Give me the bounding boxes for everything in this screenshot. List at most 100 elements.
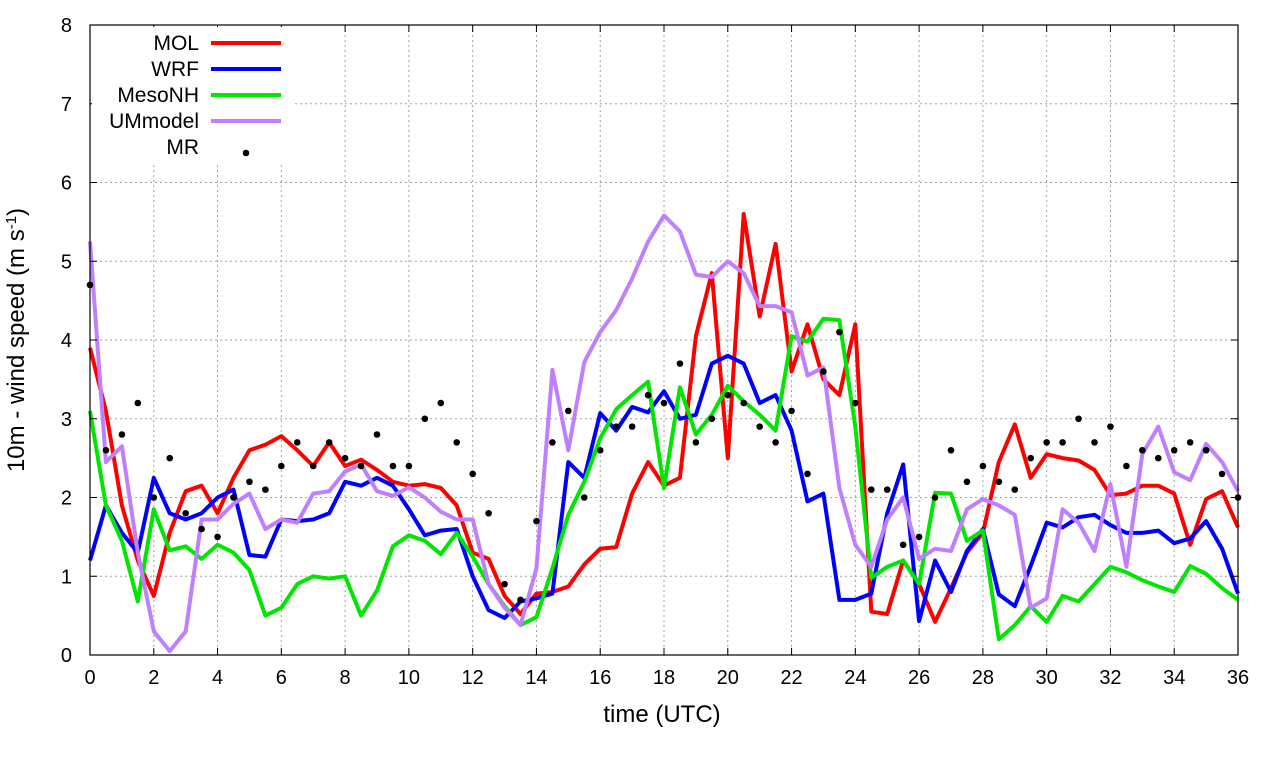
x-tick-label: 8 (340, 667, 351, 689)
data-point-mr (899, 541, 907, 549)
data-point-mr (788, 407, 795, 415)
data-point-mr (1059, 439, 1066, 446)
data-point-mr (1202, 446, 1210, 454)
y-axis-label-end: ) (3, 208, 30, 216)
data-point-mr (1027, 454, 1035, 462)
data-point-mr (708, 415, 716, 423)
y-tick-label: 7 (61, 94, 72, 116)
x-tick-label: 14 (525, 667, 547, 689)
x-tick-label: 6 (276, 667, 287, 689)
data-point-mr (756, 423, 763, 430)
data-point-mr (1154, 454, 1162, 462)
data-point-mr (772, 439, 779, 446)
data-point-mr (580, 494, 588, 501)
series-layer (86, 212, 1242, 654)
x-tick-label: 4 (212, 667, 223, 689)
data-point-mr (357, 462, 365, 470)
data-point-mr (469, 470, 476, 478)
data-point-mr (533, 517, 540, 525)
data-point-mr (947, 446, 955, 454)
data-point-mr (979, 462, 987, 470)
data-point-mr (644, 391, 652, 399)
data-point-mr (628, 423, 636, 430)
data-point-mr (453, 439, 461, 446)
y-tick-label: 6 (61, 173, 72, 195)
series-mr (86, 281, 1242, 604)
data-point-mr (166, 454, 174, 462)
data-point-mr (278, 462, 285, 470)
data-point-mr (1011, 486, 1019, 493)
data-point-mr (676, 360, 684, 367)
y-axis-label-main: 10m - wind speed (m s (3, 229, 30, 472)
data-point-mr (389, 462, 397, 470)
data-point-mr (931, 494, 939, 501)
data-point-mr (421, 415, 429, 423)
data-point-mr (134, 399, 142, 407)
series-line-ummodel (88, 213, 1240, 654)
y-tick-label: 0 (61, 645, 72, 667)
data-point-mr (1123, 462, 1130, 470)
x-tick-label: 20 (717, 667, 739, 689)
data-point-mr (804, 470, 811, 478)
data-point-mr (230, 494, 237, 501)
y-tick-label: 8 (61, 15, 72, 37)
series-line-mesonh (88, 316, 1240, 642)
data-point-mr (915, 533, 923, 541)
legend: MOL WRF MesoNH UMmodel MR (92, 27, 292, 165)
x-tick-label: 12 (462, 667, 484, 689)
y-tick-label: 3 (61, 409, 72, 431)
x-tick-label: 30 (1036, 667, 1058, 689)
x-tick-label: 32 (1099, 667, 1121, 689)
x-tick-label: 0 (84, 667, 95, 689)
data-point-mr (214, 533, 221, 541)
x-tick-label: 26 (908, 667, 930, 689)
data-point-mr (262, 486, 269, 493)
data-point-mr (517, 596, 524, 604)
y-tick-label: 5 (61, 251, 72, 273)
data-point-mr (150, 494, 158, 501)
data-point-mr (692, 439, 700, 446)
data-point-mr (995, 478, 1003, 486)
y-axis-label-sup: -1 (3, 216, 20, 229)
data-point-mr (549, 439, 556, 446)
legend-label-mol: MOL (153, 32, 199, 55)
data-point-mr (118, 431, 126, 438)
x-tick-label: 2 (148, 667, 159, 689)
legend-label-mesonh: MesoNH (117, 84, 199, 107)
data-point-mr (485, 509, 492, 517)
data-point-mr (1186, 439, 1194, 446)
data-point-mr (724, 391, 732, 399)
y-axis-label: 10m - wind speed (m s-1) (3, 208, 31, 472)
legend-label-mr: MR (166, 136, 199, 159)
data-point-mr (309, 462, 317, 470)
x-tick-label: 22 (780, 667, 802, 689)
x-tick-label: 18 (653, 667, 675, 689)
x-tick-label: 24 (844, 667, 866, 689)
data-point-mr (437, 399, 445, 407)
data-point-mr (1091, 439, 1098, 446)
data-point-mr (1075, 415, 1082, 423)
data-point-mr (740, 399, 748, 407)
data-point-mr (373, 431, 381, 438)
data-point-mr (1218, 470, 1226, 478)
data-point-mr (325, 439, 333, 446)
legend-swatch-mr (242, 149, 250, 157)
x-tick-label: 36 (1227, 667, 1249, 689)
y-tick-label: 1 (61, 566, 72, 588)
data-point-mr (1107, 423, 1114, 430)
data-point-mr (182, 509, 189, 517)
y-tick-label: 2 (61, 488, 72, 510)
data-point-mr (867, 486, 875, 493)
data-point-mr (820, 368, 827, 375)
data-point-mr (852, 399, 859, 407)
legend-label-ummodel: UMmodel (109, 110, 199, 133)
x-tick-label: 16 (589, 667, 611, 689)
data-point-mr (596, 446, 604, 454)
data-point-mr (1043, 439, 1050, 446)
data-point-mr (836, 328, 843, 336)
x-tick-label: 10 (398, 667, 420, 689)
data-point-mr (293, 439, 301, 446)
y-tick-label: 4 (61, 330, 72, 352)
x-tick-label: 28 (972, 667, 994, 689)
